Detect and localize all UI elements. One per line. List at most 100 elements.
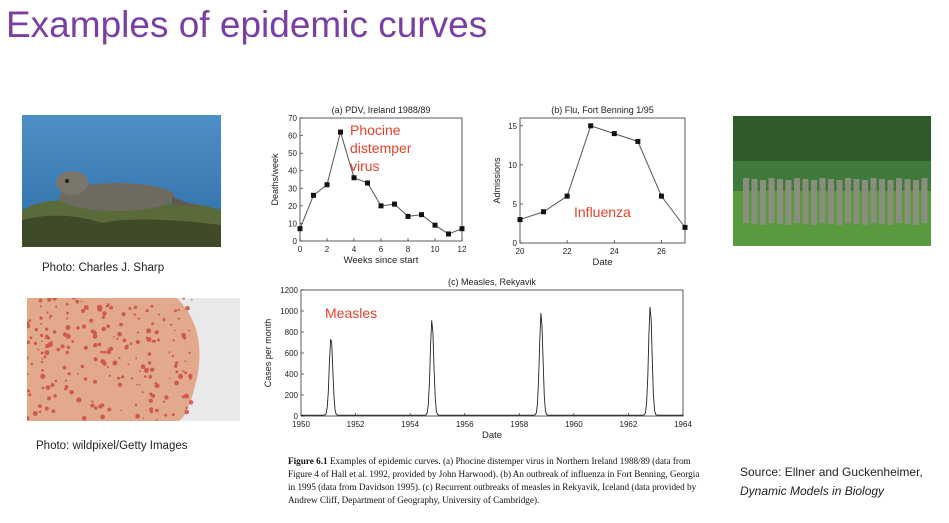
rash-spot [27, 373, 29, 376]
rash-spot [185, 305, 190, 311]
rash-spot [40, 373, 46, 379]
rash-spot [141, 391, 144, 394]
rash-spot [188, 373, 193, 379]
x-tick-label: 1950 [292, 420, 310, 429]
y-tick-label: 400 [285, 370, 299, 379]
rash-spot [133, 313, 136, 316]
rash-spot [108, 346, 114, 352]
flu-data-point [635, 138, 641, 144]
rash-spot [39, 316, 43, 320]
x-tick-label: 1962 [620, 420, 638, 429]
rash-spot [177, 317, 180, 320]
y-tick-label: 60 [288, 132, 297, 141]
rash-spot [93, 343, 98, 348]
rash-spot [188, 351, 191, 354]
rash-spot [100, 414, 105, 420]
soldier-figure [845, 178, 851, 223]
rash-spot [137, 317, 140, 320]
pdv-data-point [338, 129, 343, 135]
rash-spot [63, 333, 67, 337]
soldier-figure [768, 178, 775, 223]
rash-spot [48, 317, 51, 319]
rash-spot [40, 322, 43, 325]
rash-spot [40, 340, 43, 343]
y-tick-label: 200 [285, 391, 299, 400]
rash-spot [101, 315, 106, 319]
rash-spot [106, 324, 111, 329]
rash-spot [27, 356, 29, 360]
rash-spot [56, 347, 60, 352]
rash-spot [53, 394, 57, 398]
rash-spot [44, 350, 50, 356]
slide-title: Examples of epidemic curves [6, 4, 488, 45]
rash-spot [144, 367, 149, 373]
measles-rash-photo [27, 298, 240, 421]
rash-spot [80, 364, 85, 369]
rash-spot [135, 339, 140, 345]
rash-spot [41, 369, 44, 372]
rash-spot [64, 379, 67, 382]
rash-spot [138, 384, 141, 386]
rash-spot [109, 305, 114, 310]
rash-spot [128, 307, 132, 311]
source-book-title: Dynamic Models in Biology [740, 484, 885, 498]
rash-spot [174, 380, 179, 386]
measles-photo-caption: Photo: wildpixel/Getty Images [36, 440, 188, 452]
soldier-figure [760, 180, 766, 225]
rash-spot [30, 362, 34, 366]
rash-spot [151, 322, 154, 326]
soldier-figure [862, 180, 868, 225]
rash-spot [117, 332, 122, 337]
rash-spot [75, 299, 80, 304]
chart-measles: (c) Measles, Rekyavik 1950 1952 1954 1956 195… [262, 272, 702, 447]
y-tick-label: 0 [294, 412, 299, 421]
rash-spot [45, 385, 51, 390]
soldier-figure [879, 179, 885, 224]
flu-data-point [541, 209, 547, 215]
rash-spot [83, 305, 89, 310]
rash-spot [81, 415, 87, 421]
rash-spot [39, 305, 42, 308]
rash-spot [52, 330, 57, 334]
rash-spot [121, 375, 125, 379]
pdv-data-point [432, 222, 438, 228]
rash-spot [71, 340, 74, 343]
rash-spot [83, 345, 88, 350]
rash-spot [102, 311, 107, 316]
rash-spot [66, 345, 71, 350]
rash-spot [150, 367, 155, 372]
pdv-annotation: Phocine [350, 122, 401, 138]
pdv-data-point [459, 226, 465, 232]
soldier-figure [870, 178, 877, 223]
rash-spot [94, 406, 98, 410]
x-axis-label: Weeks since start [344, 255, 419, 266]
soldier-figure [777, 179, 783, 224]
flu-annotation: Influenza [574, 204, 631, 220]
rash-spot [145, 309, 149, 313]
rash-spot [191, 298, 193, 301]
rash-spot [102, 403, 104, 406]
rash-spot [91, 400, 94, 403]
rash-spot [175, 362, 179, 365]
rash-spot [177, 308, 180, 312]
rash-spot [164, 413, 168, 417]
rash-spot [67, 372, 71, 376]
source-line: Source: Ellner and Guckenheimer, [740, 465, 923, 479]
rash-spot [171, 354, 175, 358]
soldier-figure [802, 179, 809, 224]
rash-spot [188, 400, 194, 405]
x-tick-label: 24 [610, 247, 619, 256]
figure-caption-label: Figure 6.1 [288, 456, 328, 466]
y-axis-label: Cases per month [263, 319, 273, 388]
rash-spot [27, 340, 31, 345]
rash-spot [97, 342, 102, 347]
rash-spot [55, 305, 58, 308]
pdv-data-point [419, 212, 424, 218]
rash-spot [98, 404, 103, 409]
rash-spot [133, 305, 138, 310]
rash-spot [174, 309, 177, 313]
soldier-figure [751, 179, 758, 224]
rash-spot [164, 395, 169, 400]
rash-spot [136, 331, 139, 334]
pdv-data-point [392, 201, 397, 207]
